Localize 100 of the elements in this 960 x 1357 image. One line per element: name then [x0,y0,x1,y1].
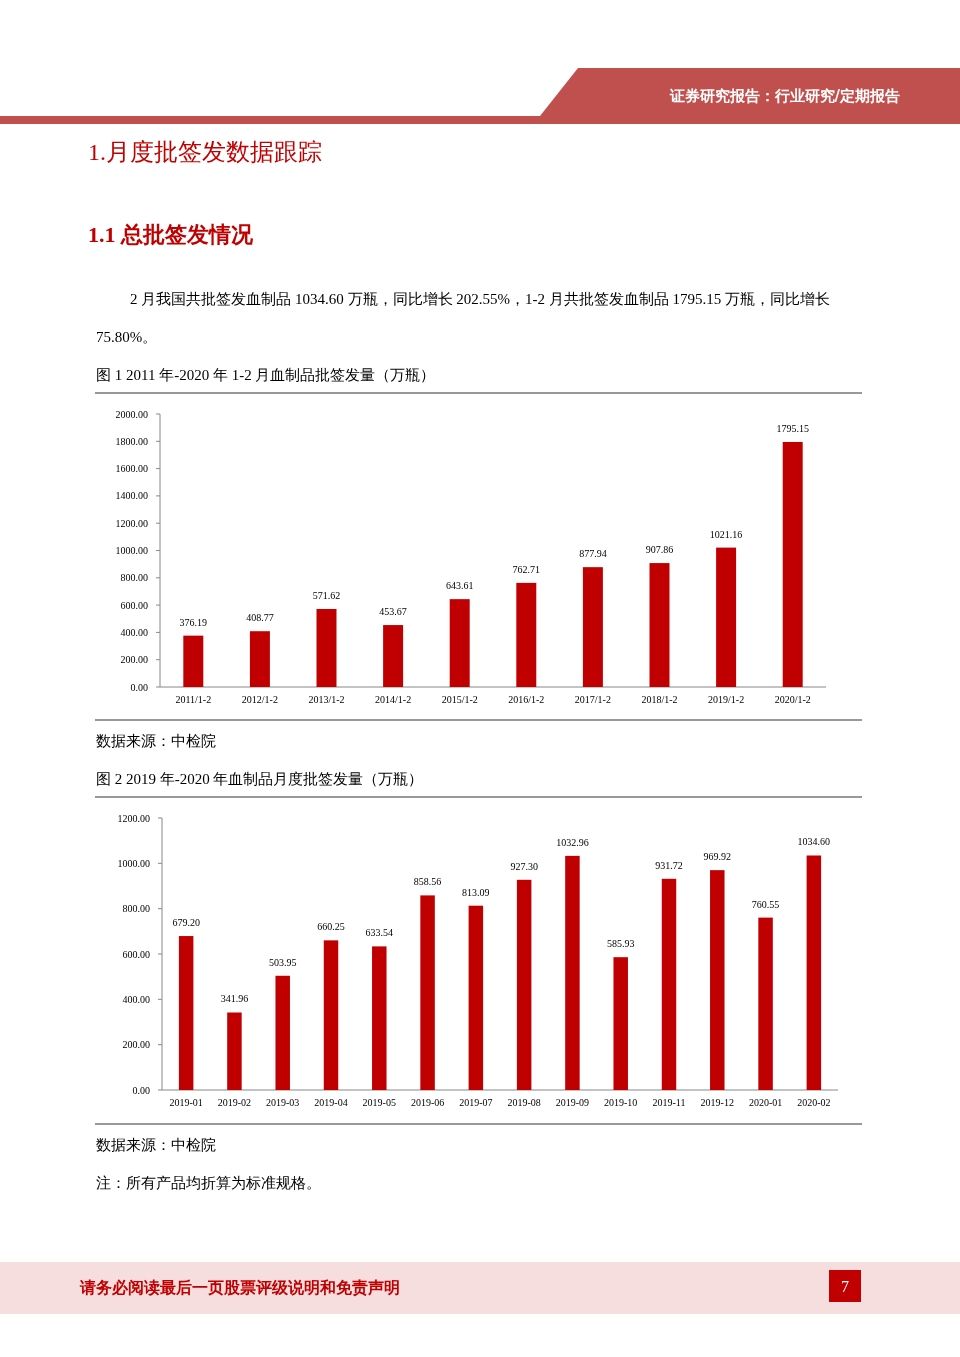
x-tick-label: 2019-12 [700,1097,734,1108]
data-label: 376.19 [179,616,208,628]
y-tick-label: 800.00 [122,903,150,915]
bar [468,905,484,1090]
bar [178,936,194,1090]
y-tick-label: 1200.00 [117,812,150,824]
data-label: 585.93 [606,938,635,950]
data-label: 453.67 [379,606,407,618]
bar [372,946,387,1090]
data-label: 907.86 [645,544,674,556]
x-tick-label: 2019-08 [507,1097,541,1108]
bar [649,563,670,687]
bar [782,441,803,687]
x-tick-label: 2013/1-2 [308,694,345,705]
chart-title: 图 1 2011 年-2020 年 1-2 月血制品批签发量（万瓶） [96,367,436,383]
bar [449,599,470,687]
text: 1.1 总批签发情况 [88,222,254,247]
y-tick-label: 200.00 [122,1039,150,1051]
x-tick-label: 2017/1-2 [574,694,611,705]
x-tick-label: 2018/1-2 [641,694,678,705]
text: 1.月度批签发数据跟踪 [88,139,322,165]
x-tick-label: 2016/1-2 [508,694,545,705]
y-tick-label: 1600.00 [115,463,148,475]
y-tick-label: 1200.00 [115,517,148,529]
x-tick-label: 2019-03 [266,1097,300,1108]
y-tick-label: 600.00 [122,948,150,960]
bar [183,635,204,687]
bar [565,855,580,1090]
x-tick-label: 2019-07 [459,1097,493,1108]
bar [420,895,435,1090]
x-tick-label: 2019/1-2 [708,694,745,705]
text: 2 月我国共批签发血制品 1034.60 万瓶，同比增长 202.55%，1-2 月共批签发血制品 1795.15 万瓶，同比增长 75.80%。 [96,291,830,345]
data-label: 813.09 [462,886,490,898]
data-label: 679.20 [172,917,200,929]
source-note: 数据来源：中检院 [96,1137,216,1153]
bar [661,878,677,1090]
bar [516,582,537,687]
data-label: 762.71 [512,563,541,575]
bar [516,879,532,1090]
text: 证券研究报告：行业研究/定期报告 [668,87,900,105]
data-label: 1034.60 [797,836,831,848]
y-tick-label: 0.00 [132,1084,150,1096]
y-tick-label: 0.00 [130,681,148,693]
data-label: 341.96 [220,993,249,1005]
y-tick-label: 200.00 [120,654,148,666]
x-tick-label: 2019-11 [652,1097,686,1108]
bar [582,567,603,687]
y-tick-label: 400.00 [122,993,150,1005]
x-tick-label: 2019-01 [169,1097,203,1108]
source-note: 数据来源：中检院 [96,733,216,749]
data-label: 877.94 [579,548,607,560]
data-label: 633.54 [365,927,394,939]
x-tick-label: 2019-09 [555,1097,590,1108]
data-label: 931.72 [655,859,683,871]
text: 7 [841,1278,849,1295]
bar [758,917,773,1090]
x-tick-label: 2019-05 [362,1097,396,1108]
text: 注：所有产品均折算为标准规格。 [96,1175,321,1191]
x-tick-label: 2020-02 [797,1097,831,1108]
data-label: 858.56 [413,876,442,888]
y-tick-label: 1800.00 [115,435,148,447]
chart-title: 图 2 2019 年-2020 年血制品月度批签发量（万瓶） [96,771,424,787]
y-tick-label: 2000.00 [115,408,148,420]
y-tick-label: 600.00 [120,599,148,611]
x-tick-label: 2014/1-2 [375,694,412,705]
x-tick-label: 2019-02 [217,1097,252,1108]
x-tick-label: 2011/1-2 [175,694,212,705]
bar [383,625,404,687]
text: 请务必阅读最后一页股票评级说明和免责声明 [79,1279,400,1297]
x-tick-label: 2020-01 [748,1097,783,1108]
data-label: 660.25 [317,921,345,933]
data-label: 571.62 [312,589,341,601]
y-tick-label: 1000.00 [115,545,148,556]
data-label: 927.30 [510,860,538,872]
x-tick-label: 2020/1-2 [774,694,811,705]
y-tick-label: 1400.00 [115,490,148,502]
bar [806,855,822,1090]
x-tick-label: 2019-04 [314,1097,348,1108]
data-label: 1021.16 [709,528,743,540]
x-tick-label: 2012/1-2 [241,694,278,705]
bar [613,957,628,1090]
x-tick-label: 2015/1-2 [441,694,478,705]
bar [710,870,725,1090]
data-label: 408.77 [246,612,274,624]
data-label: 969.92 [703,851,732,863]
bar [323,940,339,1090]
x-tick-label: 2019-10 [604,1097,638,1108]
bar [316,608,337,687]
data-label: 760.55 [751,898,780,910]
bar [249,631,270,687]
bar [227,1012,242,1090]
data-label: 1032.96 [556,836,589,848]
data-label: 1795.15 [776,422,809,434]
bar [716,547,737,687]
bar [275,975,290,1090]
y-tick-label: 400.00 [120,626,148,638]
data-label: 643.61 [445,580,474,592]
y-tick-label: 1000.00 [117,857,150,869]
x-tick-label: 2019-06 [410,1097,445,1108]
data-label: 503.95 [268,956,297,968]
